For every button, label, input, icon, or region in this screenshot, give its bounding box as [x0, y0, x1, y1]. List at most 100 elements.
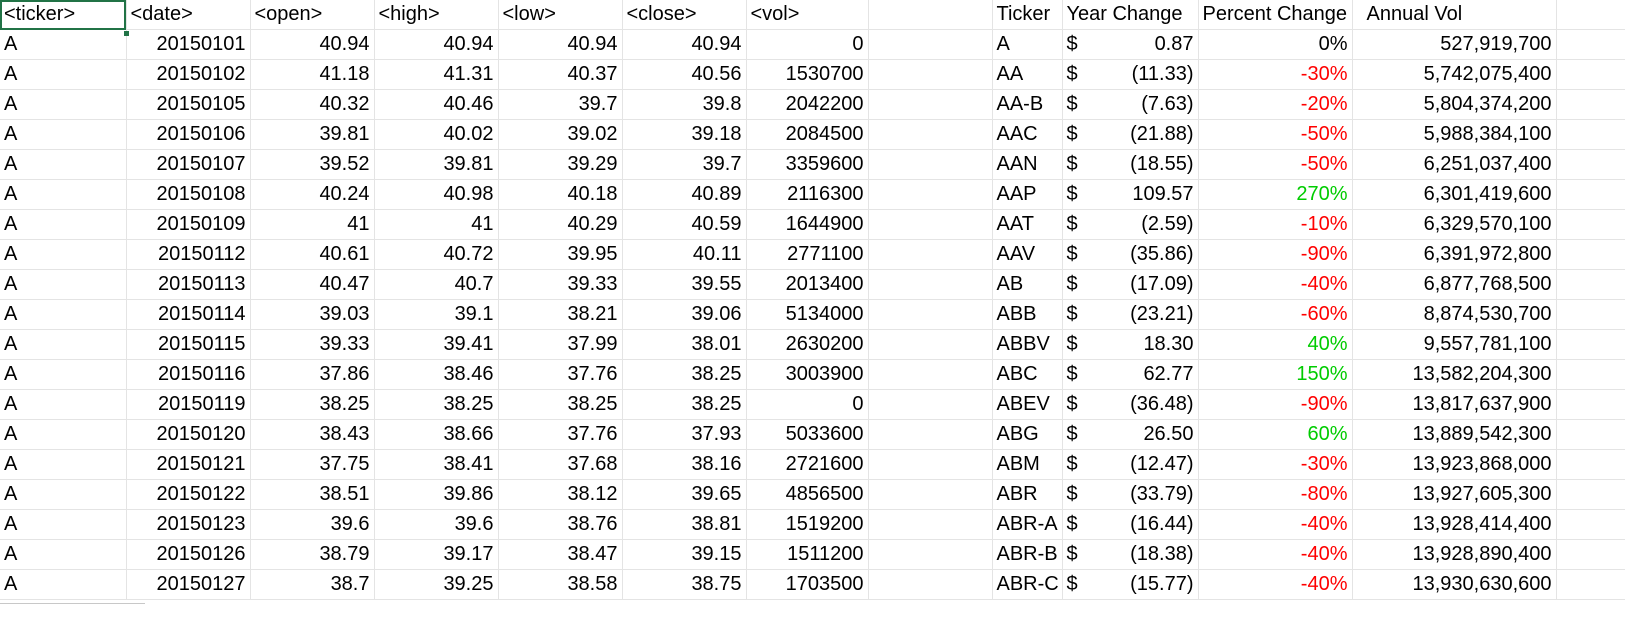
cell-open[interactable]: 40.32: [250, 89, 375, 120]
cell-annual-vol[interactable]: 5,742,075,400: [1352, 59, 1557, 90]
cell-year-change[interactable]: $62.77: [1062, 359, 1199, 390]
cell-ticker[interactable]: A: [0, 539, 127, 570]
cell-annual-vol[interactable]: 5,988,384,100: [1352, 119, 1557, 150]
cell-vol[interactable]: 2042200: [746, 89, 869, 120]
cell-summary-ticker[interactable]: ABR-A: [992, 509, 1063, 540]
cell-empty[interactable]: [1556, 29, 1625, 60]
cell-header-summary-ticker[interactable]: Ticker: [992, 0, 1063, 30]
cell-annual-vol[interactable]: 13,928,414,400: [1352, 509, 1557, 540]
cell-date[interactable]: 20150108: [126, 179, 251, 210]
cell-summary-ticker[interactable]: ABEV: [992, 389, 1063, 420]
cell-high[interactable]: 38.66: [374, 419, 499, 450]
cell-empty[interactable]: [1556, 179, 1625, 210]
cell-ticker[interactable]: A: [0, 479, 127, 510]
cell-year-change[interactable]: $ (11.33): [1062, 59, 1199, 90]
cell-open[interactable]: 40.61: [250, 239, 375, 270]
cell-annual-vol[interactable]: 527,919,700: [1352, 29, 1557, 60]
cell-high[interactable]: 41.31: [374, 59, 499, 90]
cell-year-change[interactable]: $ (17.09): [1062, 269, 1199, 300]
cell-annual-vol[interactable]: 13,889,542,300: [1352, 419, 1557, 450]
cell-low[interactable]: 37.99: [498, 329, 623, 360]
cell-ticker[interactable]: A: [0, 569, 127, 600]
cell-vol[interactable]: 2721600: [746, 449, 869, 480]
cell-open[interactable]: 37.75: [250, 449, 375, 480]
cell-empty[interactable]: [868, 269, 993, 300]
cell-vol[interactable]: 2013400: [746, 269, 869, 300]
cell-high[interactable]: 39.81: [374, 149, 499, 180]
cell-close[interactable]: 39.65: [622, 479, 747, 510]
cell-percent-change[interactable]: -80%: [1198, 479, 1353, 510]
cell-empty[interactable]: [868, 569, 993, 600]
cell-high[interactable]: 40.72: [374, 239, 499, 270]
cell-open[interactable]: 39.52: [250, 149, 375, 180]
cell-date[interactable]: 20150113: [126, 269, 251, 300]
cell-ticker[interactable]: A: [0, 269, 127, 300]
cell-ticker[interactable]: A: [0, 149, 127, 180]
cell-vol[interactable]: 0: [746, 29, 869, 60]
cell-ticker[interactable]: A: [0, 389, 127, 420]
cell-ticker[interactable]: A: [0, 29, 127, 60]
cell-annual-vol[interactable]: 6,329,570,100: [1352, 209, 1557, 240]
cell-empty[interactable]: [1556, 329, 1625, 360]
cell-year-change[interactable]: $18.30: [1062, 329, 1199, 360]
cell-low[interactable]: 38.58: [498, 569, 623, 600]
cell-date[interactable]: 20150115: [126, 329, 251, 360]
cell-percent-change[interactable]: 0%: [1198, 29, 1353, 60]
cell-low[interactable]: 40.18: [498, 179, 623, 210]
cell-annual-vol[interactable]: 5,804,374,200: [1352, 89, 1557, 120]
cell-vol[interactable]: 3359600: [746, 149, 869, 180]
cell-ticker[interactable]: A: [0, 59, 127, 90]
cell-open[interactable]: 40.47: [250, 269, 375, 300]
cell-percent-change[interactable]: -30%: [1198, 59, 1353, 90]
cell-close[interactable]: 39.15: [622, 539, 747, 570]
cell-percent-change[interactable]: 150%: [1198, 359, 1353, 390]
cell-header-year-change[interactable]: Year Change: [1062, 0, 1199, 30]
cell-date[interactable]: 20150112: [126, 239, 251, 270]
cell-empty[interactable]: [868, 539, 993, 570]
cell-close[interactable]: 40.59: [622, 209, 747, 240]
cell-close[interactable]: 38.25: [622, 389, 747, 420]
cell-ticker[interactable]: A: [0, 449, 127, 480]
cell-date[interactable]: 20150119: [126, 389, 251, 420]
cell-summary-ticker[interactable]: A: [992, 29, 1063, 60]
cell-summary-ticker[interactable]: ABG: [992, 419, 1063, 450]
cell-close[interactable]: 39.7: [622, 149, 747, 180]
cell-percent-change[interactable]: -10%: [1198, 209, 1353, 240]
cell-low[interactable]: 39.33: [498, 269, 623, 300]
cell-empty[interactable]: [1556, 449, 1625, 480]
cell-high[interactable]: 39.6: [374, 509, 499, 540]
cell-empty[interactable]: [868, 149, 993, 180]
cell-high[interactable]: 40.46: [374, 89, 499, 120]
cell-ticker[interactable]: A: [0, 419, 127, 450]
cell-summary-ticker[interactable]: AAC: [992, 119, 1063, 150]
cell-ticker[interactable]: A: [0, 299, 127, 330]
cell-vol[interactable]: 2771100: [746, 239, 869, 270]
cell-percent-change[interactable]: -90%: [1198, 239, 1353, 270]
cell-empty[interactable]: [1556, 119, 1625, 150]
cell-date[interactable]: 20150126: [126, 539, 251, 570]
cell-high[interactable]: 40.98: [374, 179, 499, 210]
cell-year-change[interactable]: $ (33.79): [1062, 479, 1199, 510]
cell-header-ticker[interactable]: <ticker>: [0, 0, 127, 30]
cell-empty[interactable]: [868, 449, 993, 480]
cell-empty[interactable]: [868, 419, 993, 450]
cell-header-low[interactable]: <low>: [498, 0, 623, 30]
cell-percent-change[interactable]: -40%: [1198, 509, 1353, 540]
cell-empty[interactable]: [868, 329, 993, 360]
cell-close[interactable]: 39.8: [622, 89, 747, 120]
cell-low[interactable]: 37.68: [498, 449, 623, 480]
cell-vol[interactable]: 1644900: [746, 209, 869, 240]
cell-high[interactable]: 41: [374, 209, 499, 240]
cell-empty[interactable]: [868, 0, 993, 30]
cell-year-change[interactable]: $ (7.63): [1062, 89, 1199, 120]
cell-low[interactable]: 39.95: [498, 239, 623, 270]
cell-percent-change[interactable]: 40%: [1198, 329, 1353, 360]
cell-summary-ticker[interactable]: AAT: [992, 209, 1063, 240]
cell-summary-ticker[interactable]: AAV: [992, 239, 1063, 270]
cell-annual-vol[interactable]: 13,930,630,600: [1352, 569, 1557, 600]
cell-open[interactable]: 38.25: [250, 389, 375, 420]
cell-annual-vol[interactable]: 13,582,204,300: [1352, 359, 1557, 390]
cell-low[interactable]: 39.7: [498, 89, 623, 120]
cell-empty[interactable]: [1556, 209, 1625, 240]
